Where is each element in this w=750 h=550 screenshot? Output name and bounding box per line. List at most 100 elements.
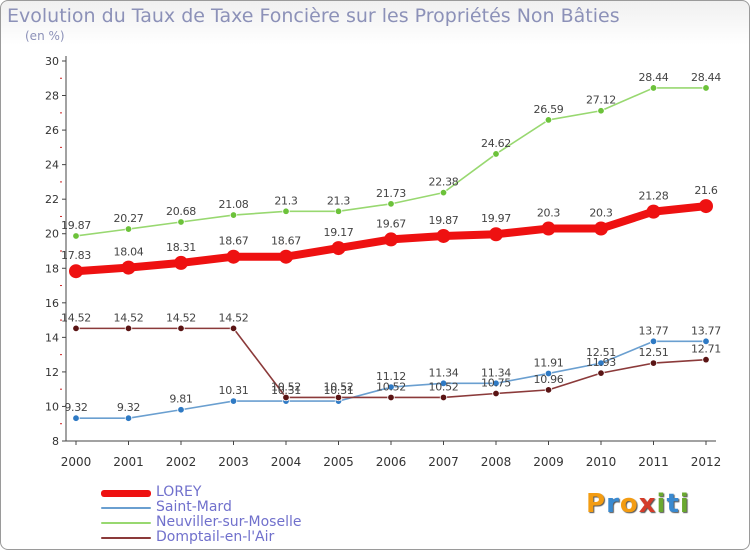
data-point-lorey <box>69 264 83 279</box>
x-tick-label: 2002 <box>166 455 197 469</box>
logo-letter: x <box>638 489 657 519</box>
data-label-lorey: 21.28 <box>639 190 669 203</box>
data-label-domptail-en-l-air: 10.52 <box>324 380 354 393</box>
y-tick-label: 16 <box>45 297 59 310</box>
data-label-domptail-en-l-air: 14.52 <box>114 311 144 324</box>
data-label-saint-mard: 10.31 <box>324 384 354 397</box>
data-point-saint-mard <box>124 414 133 422</box>
data-point-lorey <box>541 221 556 236</box>
legend-label: Neuviller-sur-Moselle <box>156 514 302 530</box>
data-point-lorey <box>121 260 136 275</box>
chart-title: Evolution du Taux de Taxe Foncière sur l… <box>7 5 620 27</box>
data-point-saint-mard <box>492 379 500 388</box>
data-point-neuviller-sur-moselle <box>72 232 80 240</box>
data-point-lorey <box>594 221 608 236</box>
data-label-domptail-en-l-air: 11.93 <box>586 356 616 369</box>
data-point-lorey <box>646 204 661 219</box>
y-tick-label: 20 <box>45 228 59 241</box>
data-label-saint-mard: 9.81 <box>169 393 192 406</box>
y-tick-label: 12 <box>45 366 59 379</box>
data-point-saint-mard <box>72 414 80 422</box>
data-label-lorey: 18.31 <box>166 241 196 254</box>
data-label-domptail-en-l-air: 14.52 <box>61 311 91 324</box>
data-label-lorey: 20.3 <box>537 207 561 220</box>
logo-letter: o <box>619 489 639 519</box>
data-label-saint-mard: 11.34 <box>481 366 511 379</box>
x-tick-label: 2008 <box>481 455 512 469</box>
data-point-neuviller-sur-moselle <box>334 207 343 215</box>
legend-swatch <box>101 537 151 539</box>
data-point-lorey <box>174 255 188 270</box>
data-point-domptail-en-l-air <box>124 324 133 333</box>
x-tick-label: 2001 <box>113 455 144 469</box>
data-point-saint-mard <box>597 359 605 367</box>
data-label-lorey: 18.67 <box>271 235 301 248</box>
data-label-domptail-en-l-air: 10.52 <box>376 380 406 393</box>
data-point-domptail-en-l-air <box>702 355 710 364</box>
data-point-domptail-en-l-air <box>597 369 605 377</box>
data-label-lorey: 17.83 <box>61 249 91 262</box>
data-label-neuviller-sur-moselle: 20.68 <box>166 205 196 218</box>
x-tick-label: 2005 <box>323 455 354 469</box>
legend-label: Domptail-en-l'Air <box>156 529 275 545</box>
data-label-saint-mard: 9.32 <box>117 401 140 414</box>
data-label-saint-mard: 11.34 <box>429 366 459 379</box>
legend-swatch <box>101 507 151 509</box>
data-label-domptail-en-l-air: 12.71 <box>691 343 721 356</box>
data-label-lorey: 20.3 <box>589 207 613 220</box>
x-tick-label: 2012 <box>691 455 722 469</box>
data-label-lorey: 21.6 <box>694 184 718 197</box>
data-point-lorey <box>699 199 713 214</box>
data-point-neuviller-sur-moselle <box>439 188 448 197</box>
data-label-lorey: 19.97 <box>481 212 511 225</box>
data-label-lorey: 18.04 <box>114 246 144 259</box>
data-label-neuviller-sur-moselle: 28.44 <box>691 71 721 84</box>
data-label-lorey: 19.17 <box>324 226 354 239</box>
logo-letter: t <box>666 489 680 519</box>
x-tick-label: 2004 <box>271 455 302 469</box>
data-point-saint-mard <box>229 397 238 405</box>
data-point-lorey <box>436 228 451 243</box>
logo-letter: r <box>606 489 620 519</box>
data-point-domptail-en-l-air <box>72 324 80 333</box>
x-tick-label: 2007 <box>428 455 459 469</box>
data-point-lorey <box>384 232 398 247</box>
y-tick-label: 28 <box>45 90 59 103</box>
data-point-neuviller-sur-moselle <box>177 218 185 226</box>
legend-label: LOREY <box>156 484 202 500</box>
data-point-neuviller-sur-moselle <box>597 107 605 115</box>
data-label-neuviller-sur-moselle: 22.38 <box>429 176 459 189</box>
data-label-domptail-en-l-air: 10.75 <box>481 377 511 390</box>
data-point-lorey <box>279 249 293 264</box>
x-tick-label: 2010 <box>586 455 617 469</box>
x-tick-label: 2011 <box>638 455 669 469</box>
data-point-neuviller-sur-moselle <box>649 84 658 92</box>
data-label-neuviller-sur-moselle: 24.62 <box>481 137 511 150</box>
logo-letter: i <box>679 489 690 519</box>
data-label-neuviller-sur-moselle: 21.73 <box>376 187 406 200</box>
data-label-neuviller-sur-moselle: 26.59 <box>534 103 564 116</box>
y-tick-label: 8 <box>52 435 59 448</box>
data-label-lorey: 19.87 <box>429 214 459 227</box>
data-label-saint-mard: 10.31 <box>271 384 301 397</box>
data-point-neuviller-sur-moselle <box>124 225 133 233</box>
data-label-saint-mard: 11.91 <box>534 356 564 369</box>
data-point-neuviller-sur-moselle <box>702 84 710 92</box>
data-label-domptail-en-l-air: 12.51 <box>639 346 669 359</box>
x-tick-label: 2000 <box>61 455 92 469</box>
data-label-neuviller-sur-moselle: 21.08 <box>219 198 249 211</box>
y-tick-label: 14 <box>45 331 59 344</box>
y-tick-label: 24 <box>45 159 59 172</box>
data-label-neuviller-sur-moselle: 28.44 <box>639 71 669 84</box>
data-point-saint-mard <box>649 337 658 346</box>
logo-letter: i <box>656 489 667 519</box>
data-point-saint-mard <box>177 406 185 414</box>
x-tick-label: 2009 <box>533 455 564 469</box>
proxiti-logo: Proxiti <box>586 489 690 519</box>
data-point-lorey <box>489 227 503 242</box>
data-point-neuviller-sur-moselle <box>282 207 290 215</box>
data-point-neuviller-sur-moselle <box>492 150 500 158</box>
data-label-domptail-en-l-air: 10.52 <box>429 380 459 393</box>
data-point-domptail-en-l-air <box>282 393 290 402</box>
